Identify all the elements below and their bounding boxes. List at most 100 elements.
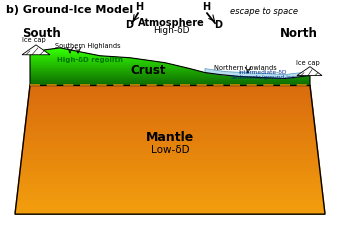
Polygon shape: [25, 51, 315, 52]
Polygon shape: [25, 71, 315, 72]
Polygon shape: [25, 48, 315, 49]
Polygon shape: [17, 199, 323, 201]
Polygon shape: [25, 54, 315, 55]
Polygon shape: [23, 139, 317, 141]
Polygon shape: [24, 137, 316, 139]
Text: High-δD regolith: High-δD regolith: [57, 57, 123, 63]
Text: South: South: [22, 27, 61, 41]
Polygon shape: [26, 120, 314, 122]
Text: D: D: [125, 20, 133, 30]
Polygon shape: [25, 124, 315, 126]
Text: H: H: [135, 2, 143, 12]
Polygon shape: [25, 75, 315, 76]
Polygon shape: [25, 57, 315, 58]
Text: Intermediate-δD: Intermediate-δD: [239, 70, 287, 75]
Polygon shape: [27, 107, 313, 109]
Polygon shape: [16, 203, 324, 206]
Text: Mantle: Mantle: [146, 131, 194, 144]
Polygon shape: [25, 59, 315, 60]
Polygon shape: [25, 62, 315, 63]
Text: H: H: [202, 2, 210, 12]
Polygon shape: [21, 163, 319, 165]
Polygon shape: [25, 67, 315, 68]
Polygon shape: [28, 105, 312, 107]
Polygon shape: [24, 133, 316, 135]
Polygon shape: [16, 208, 324, 210]
Polygon shape: [19, 173, 321, 176]
Polygon shape: [22, 45, 50, 55]
Polygon shape: [23, 141, 317, 143]
Polygon shape: [25, 78, 315, 79]
Polygon shape: [21, 158, 319, 161]
Polygon shape: [16, 206, 324, 208]
Text: Ice cap: Ice cap: [22, 37, 46, 43]
Polygon shape: [25, 65, 315, 66]
Text: Ice cap: Ice cap: [296, 60, 320, 66]
Polygon shape: [25, 49, 315, 50]
Polygon shape: [28, 103, 312, 105]
Polygon shape: [17, 193, 323, 195]
Polygon shape: [25, 52, 315, 53]
Text: Sediments/ground-ice: Sediments/ground-ice: [231, 75, 295, 80]
Polygon shape: [25, 128, 315, 131]
Polygon shape: [19, 178, 321, 180]
Polygon shape: [25, 84, 315, 85]
Polygon shape: [18, 182, 322, 184]
Polygon shape: [25, 55, 315, 56]
Polygon shape: [26, 122, 315, 124]
Polygon shape: [22, 150, 318, 152]
Polygon shape: [22, 148, 318, 150]
Polygon shape: [25, 79, 315, 80]
Polygon shape: [25, 82, 315, 83]
Polygon shape: [30, 48, 310, 85]
Polygon shape: [25, 80, 315, 81]
Polygon shape: [26, 115, 314, 118]
Polygon shape: [21, 156, 319, 158]
Polygon shape: [20, 167, 320, 169]
Polygon shape: [25, 74, 315, 75]
Polygon shape: [25, 126, 315, 128]
Polygon shape: [29, 94, 311, 96]
Polygon shape: [25, 72, 315, 73]
Polygon shape: [25, 81, 315, 82]
Polygon shape: [26, 118, 314, 120]
Polygon shape: [15, 210, 325, 212]
Text: D: D: [214, 20, 222, 30]
Polygon shape: [25, 50, 315, 51]
Polygon shape: [24, 135, 316, 137]
Polygon shape: [25, 73, 315, 74]
Polygon shape: [25, 83, 315, 84]
Text: Southern Highlands: Southern Highlands: [55, 43, 121, 49]
Polygon shape: [21, 161, 319, 163]
Polygon shape: [19, 176, 321, 178]
Polygon shape: [24, 131, 316, 133]
Polygon shape: [18, 188, 322, 191]
Polygon shape: [22, 154, 318, 156]
Polygon shape: [18, 186, 322, 188]
Polygon shape: [25, 53, 315, 54]
Text: Northern Lowlands: Northern Lowlands: [214, 65, 276, 71]
Text: High-δD: High-δD: [153, 25, 189, 35]
Polygon shape: [17, 197, 323, 199]
Polygon shape: [17, 191, 323, 193]
Polygon shape: [297, 67, 322, 76]
Polygon shape: [25, 66, 315, 67]
Text: b) Ground-Ice Model: b) Ground-Ice Model: [6, 5, 133, 15]
Polygon shape: [17, 195, 323, 197]
Polygon shape: [27, 111, 313, 113]
Text: Low-δD: Low-δD: [151, 145, 189, 155]
Polygon shape: [29, 96, 311, 98]
Polygon shape: [29, 92, 311, 94]
Polygon shape: [19, 180, 321, 182]
Polygon shape: [18, 184, 322, 186]
Text: North: North: [280, 27, 318, 41]
Polygon shape: [22, 152, 318, 154]
Polygon shape: [25, 77, 315, 78]
Polygon shape: [25, 61, 315, 62]
Polygon shape: [28, 98, 312, 101]
Polygon shape: [25, 76, 315, 77]
Polygon shape: [25, 68, 315, 69]
Polygon shape: [20, 165, 320, 167]
Polygon shape: [20, 171, 320, 173]
Polygon shape: [25, 69, 315, 70]
